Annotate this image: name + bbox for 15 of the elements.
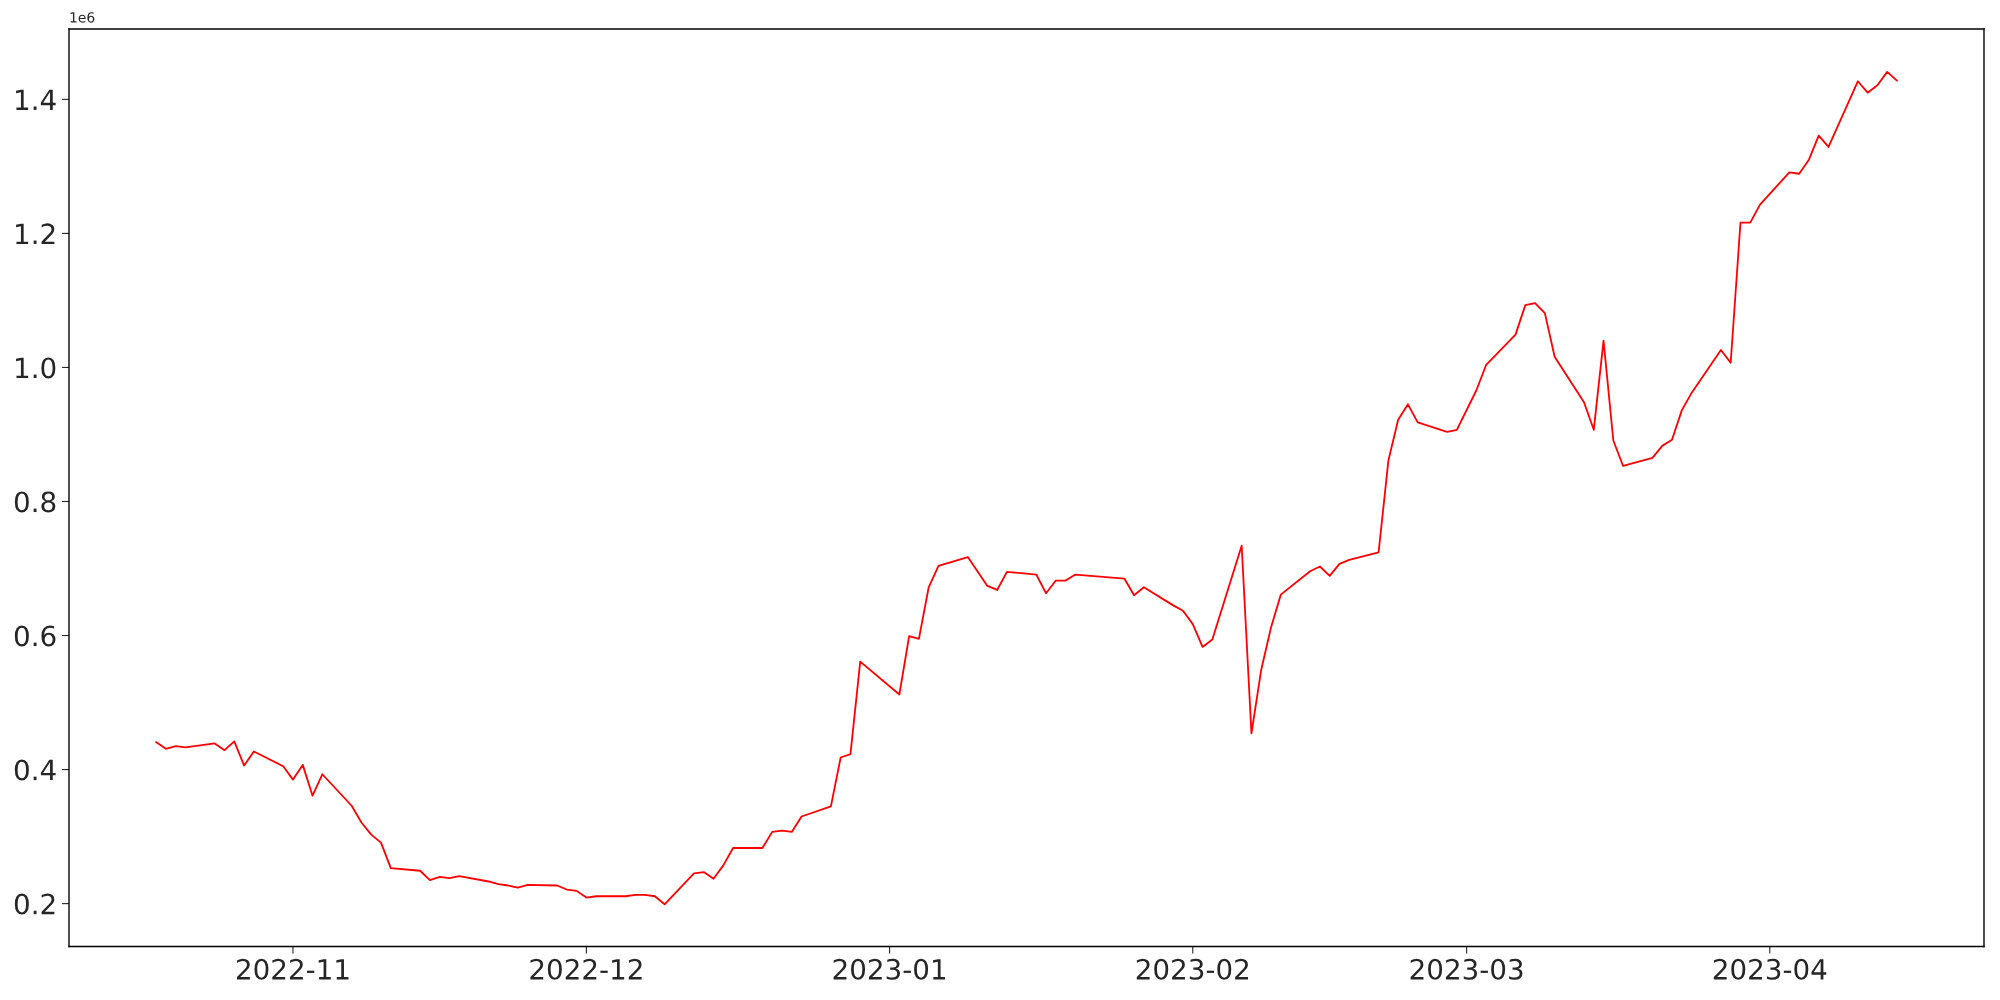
x-tick-label: 2022-11 <box>236 958 349 980</box>
y-tick-label: 0.2 <box>14 893 55 915</box>
x-tick-label: 2023-01 <box>833 958 946 980</box>
y-tick-label: 1.0 <box>16 357 56 379</box>
x-tick-label: 2023-03 <box>1410 958 1523 980</box>
x-tick-label: 2023-02 <box>1136 958 1249 980</box>
y-tick-label: 0.4 <box>14 759 56 781</box>
line-series <box>155 70 1898 906</box>
y-tick-label: 1.4 <box>16 89 56 110</box>
y-tick-label: 0.6 <box>14 625 56 647</box>
y-tick-label: 0.8 <box>14 491 56 513</box>
text: 1e6 <box>70 12 95 23</box>
x-tick-label: 2023-04 <box>1713 958 1827 980</box>
y-tick-label: 1.2 <box>16 223 55 244</box>
x-tick-label: 2022-12 <box>530 958 642 980</box>
